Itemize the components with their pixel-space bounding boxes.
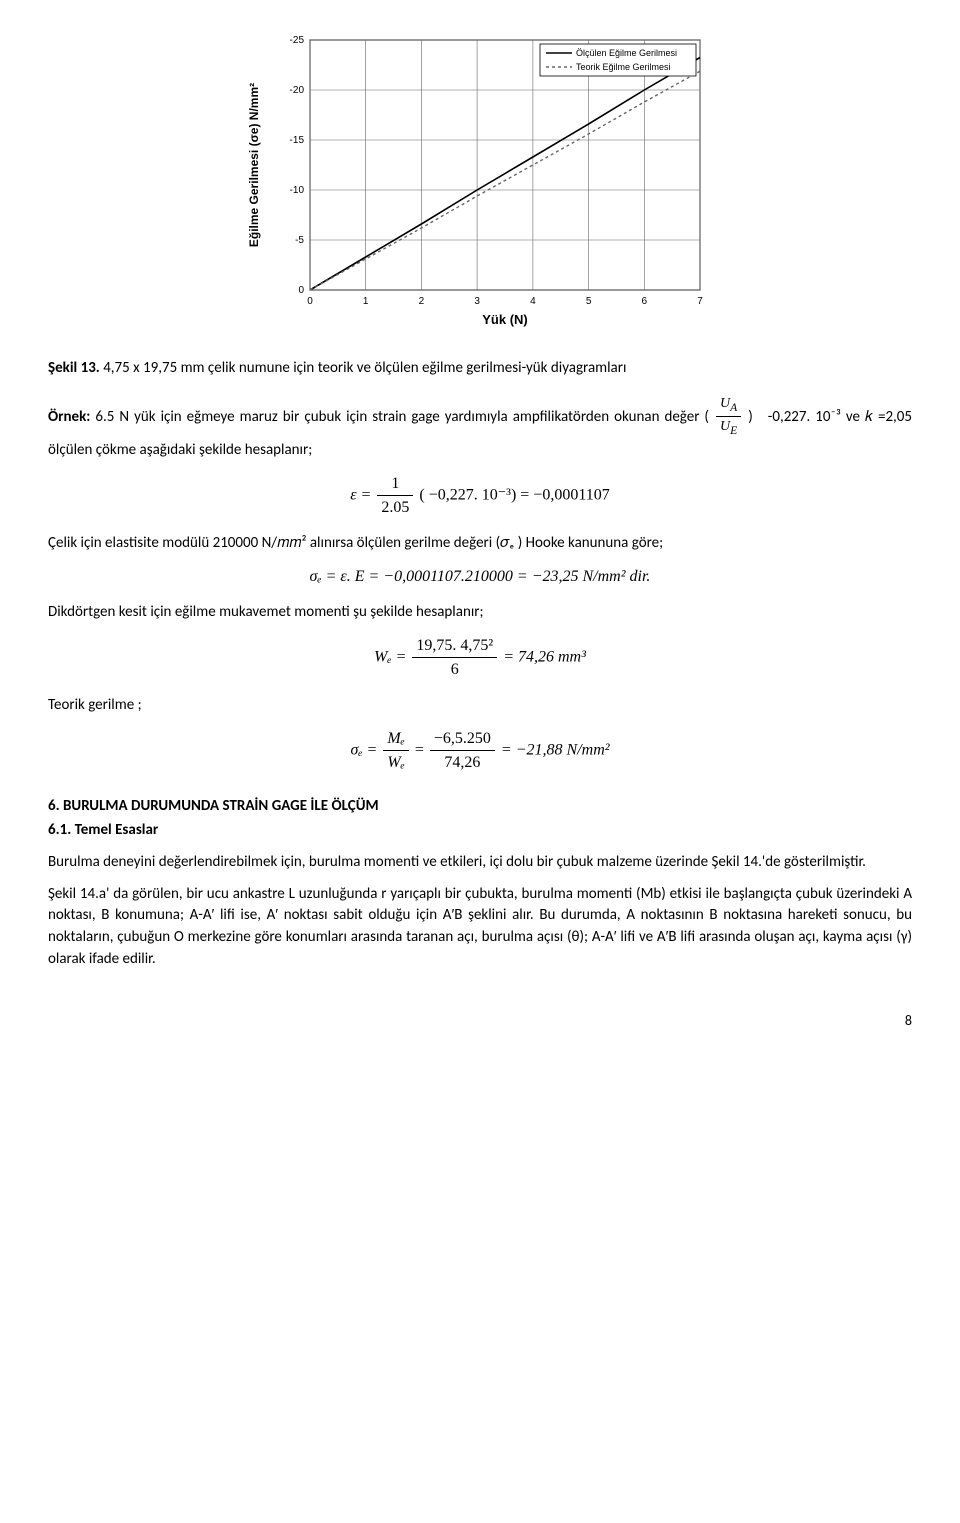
rect-section-paragraph: Dikdörtgen kesit için eğilme mukavemet m… [48, 602, 912, 624]
y-axis-label: Eğilme Gerilmesi (σe) N/mm² [247, 83, 261, 247]
equation-We: Wₑ = 19,75. 4,75²6 = 74,26 mm³ [48, 634, 912, 681]
svg-text:-20: -20 [290, 85, 305, 96]
svg-text:0: 0 [298, 285, 304, 296]
legend-item-measured: Ölçülen Eğilme Gerilmesi [576, 48, 677, 58]
svg-text:2: 2 [419, 296, 425, 307]
section-6-title: 6. BURULMA DURUMUNDA STRAİN GAGE İLE ÖLÇ… [48, 796, 912, 818]
svg-text:1: 1 [363, 296, 369, 307]
bending-stress-chart: 0 1 2 3 4 5 6 7 0 -5 -10 -15 -20 -25 Yük… [240, 20, 720, 338]
page-number: 8 [48, 1011, 912, 1031]
section-6-1-p1: Burulma deneyini değerlendirebilmek için… [48, 852, 912, 874]
svg-text:-10: -10 [290, 185, 305, 196]
section-6-1-title: 6.1. Temel Esaslar [48, 820, 912, 842]
equation-sigma-e: σₑ = ε. E = −0,0001107.210000 = −23,25 N… [48, 565, 912, 588]
svg-text:-5: -5 [295, 235, 304, 246]
svg-text:4: 4 [530, 296, 536, 307]
section-6-1-p2: Şekil 14.a' da görülen, bir ucu ankastre… [48, 884, 912, 971]
caption-text: 4,75 x 19,75 mm çelik numune için teorik… [100, 359, 627, 377]
svg-text:3: 3 [474, 296, 480, 307]
equation-sigma-theoretical: σₑ = MₑWₑ = −6,5.25074,26 = −21,88 N/mm² [48, 727, 912, 774]
chart-svg: 0 1 2 3 4 5 6 7 0 -5 -10 -15 -20 -25 Yük… [240, 20, 720, 330]
legend-item-theoretical: Teorik Eğilme Gerilmesi [576, 62, 671, 72]
svg-text:7: 7 [697, 296, 703, 307]
chart-legend: Ölçülen Eğilme Gerilmesi Teorik Eğilme G… [540, 44, 696, 76]
svg-text:5: 5 [586, 296, 592, 307]
equation-epsilon: ε = 12.05 ( −0,227. 10⁻³) = −0,0001107 [48, 472, 912, 519]
svg-text:6: 6 [642, 296, 648, 307]
ua-ue-fraction: UAUE [716, 394, 741, 440]
example-paragraph: Örnek: 6.5 N yük için eğmeye maruz bir ç… [48, 394, 912, 462]
hooke-paragraph: Çelik için elastisite modülü 210000 N/𝑚𝑚… [48, 533, 912, 555]
x-axis-label: Yük (N) [482, 312, 528, 327]
svg-text:-15: -15 [290, 135, 305, 146]
theoretical-stress-label: Teorik gerilme ; [48, 695, 912, 717]
example-prefix: Örnek: [48, 407, 90, 425]
figure-caption: Şekil 13. 4,75 x 19,75 mm çelik numune i… [48, 358, 912, 380]
svg-text:-25: -25 [290, 35, 305, 46]
caption-prefix: Şekil 13. [48, 359, 100, 377]
svg-text:0: 0 [307, 296, 313, 307]
